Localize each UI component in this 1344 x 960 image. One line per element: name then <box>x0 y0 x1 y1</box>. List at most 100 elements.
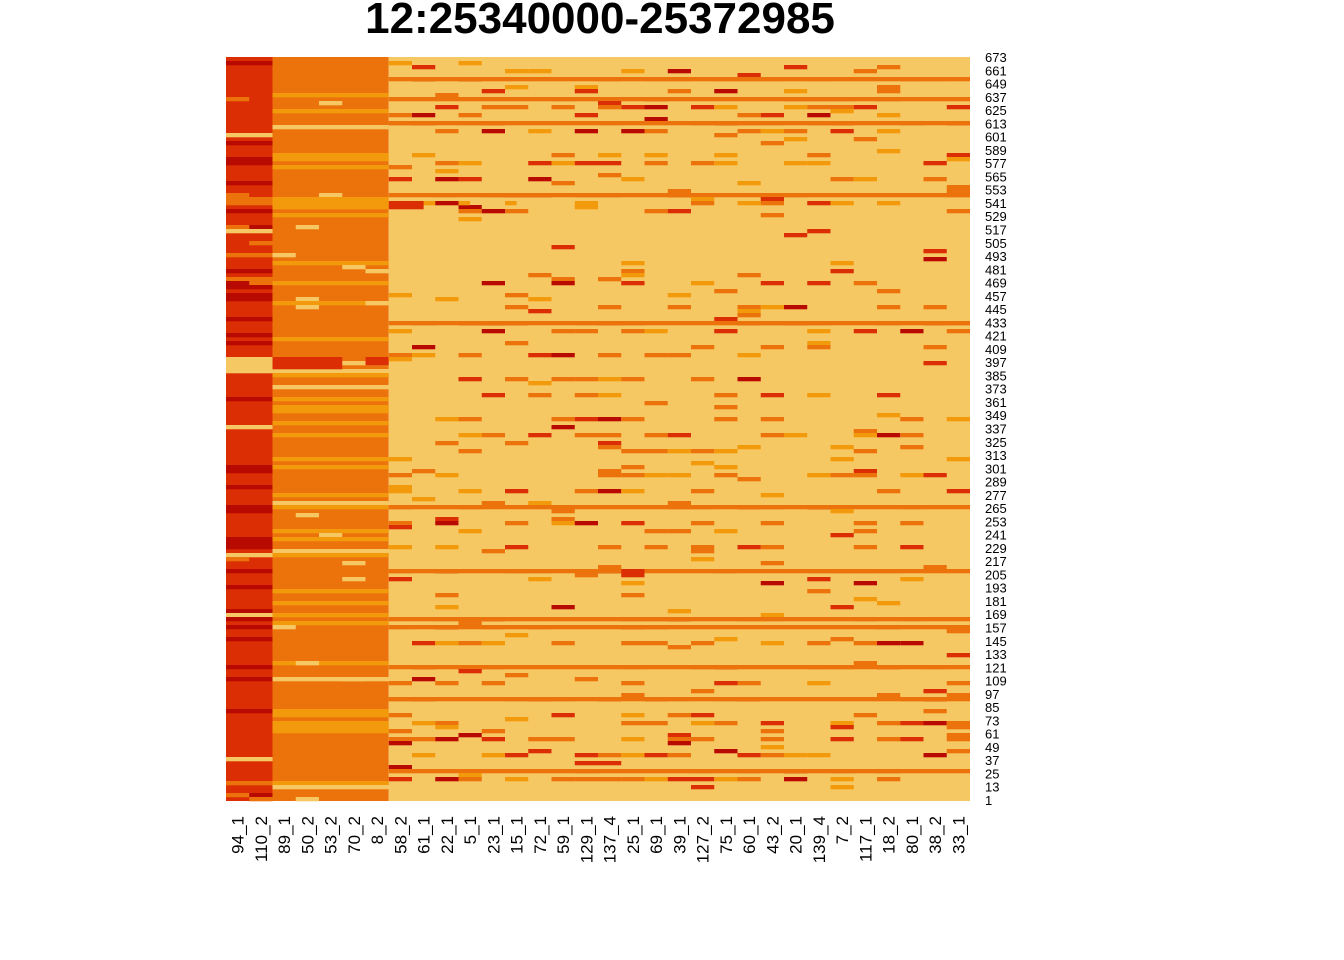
heatmap-cell <box>807 105 831 110</box>
x-tick-label: 139_4 <box>810 816 829 863</box>
heatmap-cell <box>319 533 343 538</box>
heatmap-cell <box>877 721 901 726</box>
heatmap-cell <box>226 365 273 370</box>
heatmap-cell <box>435 201 459 206</box>
heatmap-cell <box>272 165 389 170</box>
heatmap-cell <box>481 737 505 742</box>
heatmap-cell <box>226 509 273 514</box>
heatmap-cell <box>737 129 761 134</box>
heatmap-cell <box>737 545 761 550</box>
heatmap-cell <box>505 521 529 526</box>
heatmap-cell <box>691 641 715 646</box>
x-tick-label: 23_1 <box>484 816 503 854</box>
heatmap-cell <box>505 85 529 90</box>
heatmap-cell <box>226 333 273 338</box>
heatmap-cell <box>272 109 389 114</box>
heatmap-cell <box>598 161 622 166</box>
heatmap-cell <box>830 129 854 134</box>
heatmap-cell <box>272 457 389 462</box>
heatmap-cell <box>737 73 761 78</box>
heatmap-cell <box>574 205 598 210</box>
heatmap-cell <box>830 605 854 610</box>
heatmap-cell <box>946 733 970 738</box>
y-tick-label: 613 <box>985 116 1007 131</box>
heatmap-cell <box>946 417 970 422</box>
x-tick-label: 94_1 <box>229 816 248 854</box>
heatmap-cell <box>644 161 668 166</box>
heatmap-cell <box>226 357 273 362</box>
heatmap-cell <box>737 377 761 382</box>
heatmap-cell <box>760 113 784 118</box>
heatmap-cell <box>877 413 901 418</box>
heatmap-cell <box>528 309 552 314</box>
x-tick-label: 39_1 <box>670 816 689 854</box>
heatmap-cell <box>807 281 831 286</box>
heatmap-cell <box>226 97 250 102</box>
heatmap-cell <box>505 69 529 74</box>
heatmap-cell <box>900 737 924 742</box>
heatmap-cell <box>598 489 622 494</box>
heatmap-cell <box>528 273 552 278</box>
heatmap-cell <box>598 105 622 110</box>
heatmap-cell <box>760 141 784 146</box>
heatmap-cell <box>691 545 715 550</box>
heatmap-cell <box>760 745 784 750</box>
heatmap-cell <box>226 317 273 322</box>
heatmap-cell <box>272 549 389 554</box>
heatmap-cell <box>226 677 273 682</box>
heatmap-cell <box>621 329 645 334</box>
heatmap-cell <box>691 161 715 166</box>
y-tick-label: 373 <box>985 382 1007 397</box>
y-tick-label: 589 <box>985 143 1007 158</box>
y-tick-label: 109 <box>985 674 1007 689</box>
x-tick-label: 129_1 <box>577 816 596 863</box>
heatmap-cell <box>528 577 552 582</box>
heatmap-cell <box>853 69 877 74</box>
heatmap-cell <box>621 521 645 526</box>
heatmap-cell <box>365 361 389 366</box>
heatmap-cell <box>714 465 738 470</box>
heatmap-cell <box>807 577 831 582</box>
y-tick-label: 265 <box>985 501 1007 516</box>
heatmap-cell <box>598 353 622 358</box>
heatmap-cell <box>621 777 645 782</box>
heatmap-cell <box>388 525 412 530</box>
heatmap-cell <box>226 61 273 66</box>
heatmap-cell <box>226 229 273 234</box>
heatmap-cell <box>667 89 691 94</box>
heatmap-cell <box>621 753 645 758</box>
heatmap-cell <box>458 417 482 422</box>
heatmap-cell <box>365 269 389 274</box>
heatmap-cell <box>621 129 645 134</box>
heatmap-cell <box>226 181 273 186</box>
x-tick-label: 5_1 <box>461 816 480 844</box>
heatmap-cell <box>574 201 598 206</box>
heatmap-cell <box>412 345 436 350</box>
heatmap-cell <box>458 621 482 626</box>
heatmap-cell <box>644 153 668 158</box>
heatmap-cell <box>272 785 389 790</box>
heatmap-cell <box>226 545 273 550</box>
heatmap-cell <box>226 665 273 670</box>
heatmap-cell <box>737 477 761 482</box>
heatmap-cell <box>830 105 854 110</box>
heatmap-cell <box>481 209 505 214</box>
heatmap-cell <box>853 177 877 182</box>
heatmap-cell <box>551 153 575 158</box>
y-tick-label: 421 <box>985 329 1007 344</box>
heatmap-cell <box>272 153 389 158</box>
heatmap-cell <box>435 641 459 646</box>
y-tick-label: 133 <box>985 647 1007 662</box>
heatmap-cell <box>644 529 668 534</box>
heatmap-cell <box>226 637 273 642</box>
x-tick-label: 70_2 <box>345 816 364 854</box>
heatmap-cell <box>691 737 715 742</box>
heatmap-cell <box>458 161 482 166</box>
heatmap-cell <box>226 469 273 474</box>
y-tick-label: 361 <box>985 395 1007 410</box>
heatmap-cell <box>598 277 622 282</box>
heatmap-cell <box>853 329 877 334</box>
heatmap-cell <box>737 445 761 450</box>
y-tick-label: 385 <box>985 368 1007 383</box>
heatmap-cell <box>714 105 738 110</box>
